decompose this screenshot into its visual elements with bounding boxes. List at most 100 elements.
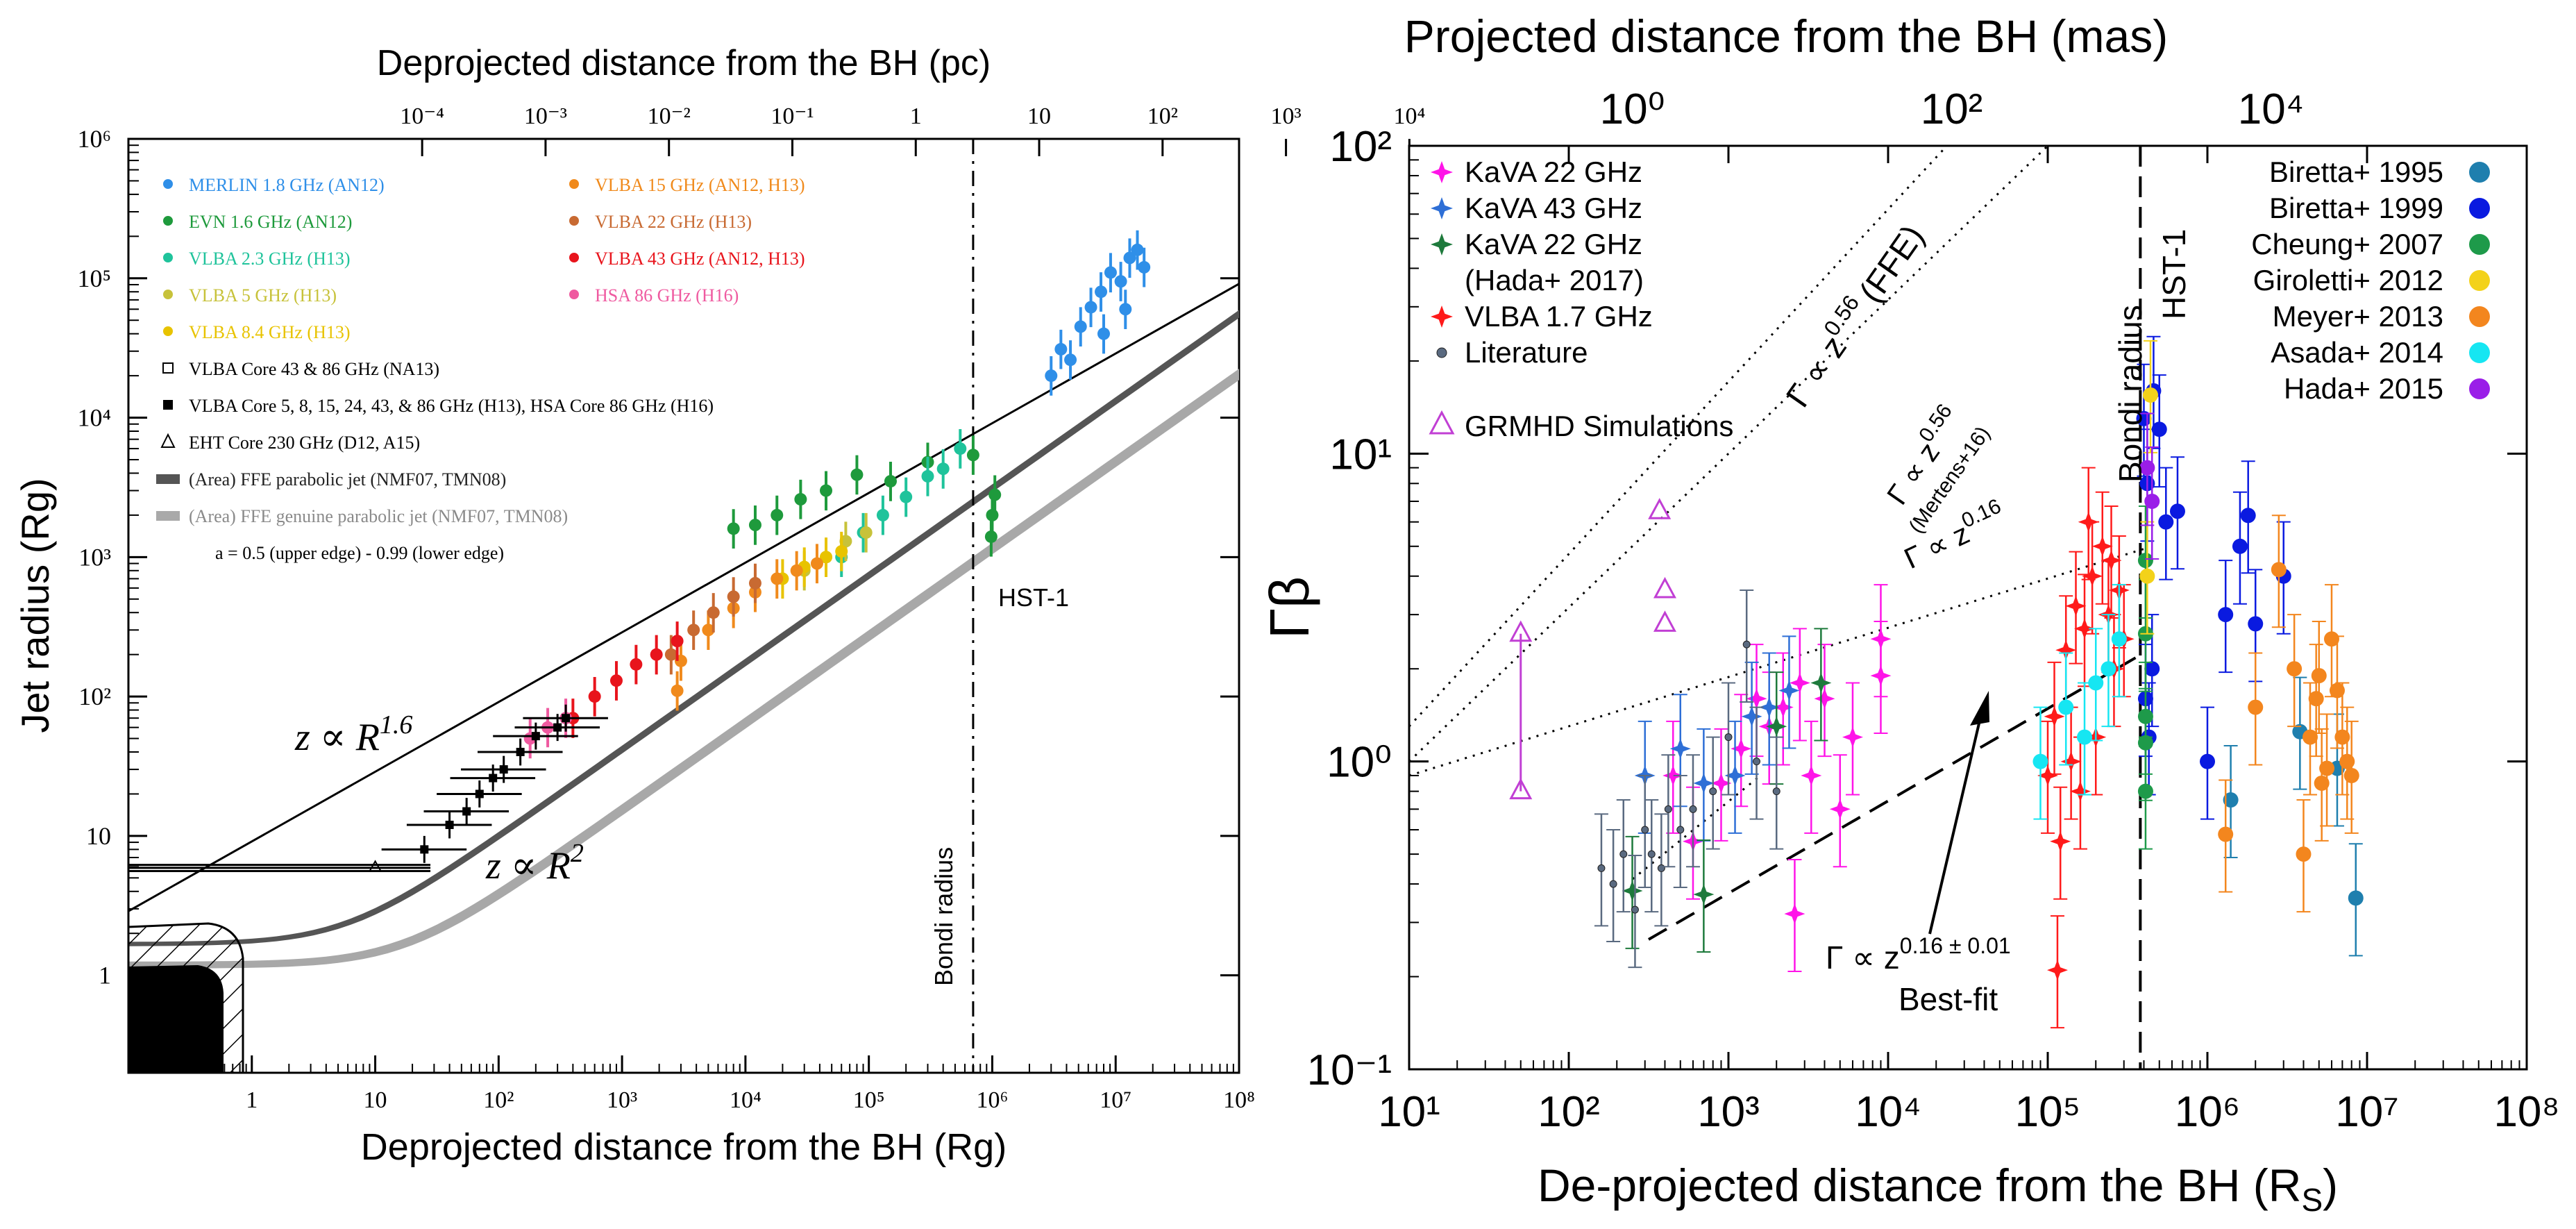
legend-label: Hada+ 2015 (2284, 372, 2443, 405)
star-point (2060, 751, 2082, 772)
right-x-tick-label: 10⁸ (2493, 1088, 2559, 1136)
annotation-hst1-right: HST-1 (2156, 229, 2192, 319)
literature-point (1709, 787, 1717, 796)
left-x-tick-label: 10 (364, 1087, 387, 1113)
data-point (664, 648, 677, 661)
literature-point (1647, 850, 1656, 858)
core-point (499, 765, 508, 774)
star-point (2074, 618, 2095, 639)
legend-label: VLBA 8.4 GHz (H13) (189, 322, 351, 342)
legend-label: KaVA 22 GHz (1465, 228, 1642, 260)
core-point (420, 845, 429, 854)
core-point (445, 820, 454, 829)
legend-label: (Area) FFE genuine parabolic jet (NMF07,… (189, 506, 568, 526)
data-point (850, 468, 864, 481)
data-point (1064, 353, 1077, 367)
star-point (2082, 565, 2103, 587)
right-x-tick-label: 10⁶ (2175, 1088, 2240, 1136)
data-point (702, 624, 715, 637)
data-point (2137, 553, 2153, 569)
data-point (707, 606, 720, 619)
left-y-tick-label: 10⁴ (77, 404, 111, 432)
legend-label: Cheung+ 2007 (2251, 228, 2443, 260)
data-point (1138, 260, 1151, 274)
legend-label: GRMHD Simulations (1465, 410, 1733, 442)
star-point (1662, 765, 1684, 786)
left-y-tick-label: 1 (99, 962, 111, 989)
data-point (1095, 285, 1108, 299)
star-point (1693, 884, 1715, 905)
star-point (1810, 672, 1832, 694)
annotation-bondi-radius-right: Bondi radius (2112, 305, 2148, 483)
left-x-tick-label: 1 (246, 1087, 258, 1113)
legend-marker-dot (569, 216, 579, 226)
data-point (1084, 301, 1097, 314)
legend-label: VLBA 2.3 GHz (H13) (189, 249, 351, 269)
best-fit-arrow (1928, 702, 1985, 935)
left-x-tick-label: 10⁸ (1223, 1087, 1255, 1113)
left-x-tick-label: 10⁵ (853, 1087, 885, 1113)
left-x-tick-label: 10³ (607, 1087, 637, 1113)
star-point (2044, 705, 2065, 727)
star-point (1724, 765, 1746, 786)
data-point (727, 522, 740, 535)
right-y-tick-label: 10¹ (1329, 430, 1392, 478)
annotation-z-r2: z ∝ R2 (485, 839, 584, 887)
star-point (1784, 903, 1805, 925)
star-point (1842, 726, 1863, 748)
star-point (2065, 595, 2087, 617)
legend-label: VLBA 1.7 GHz (1465, 300, 1653, 333)
right-top-tick-label: 10⁴ (2238, 85, 2305, 133)
grmhd-point (1648, 498, 1672, 519)
legend-label: Biretta+ 1999 (2269, 192, 2443, 224)
data-point (1074, 320, 1087, 333)
left-x-tick-label: 10⁷ (1100, 1087, 1131, 1113)
data-point (687, 624, 700, 637)
right-y-tick-label: 10² (1329, 123, 1392, 171)
left-chart: 1 10 10² 10³ 10⁴ 10⁵ 10⁶ 10⁷ 10⁸ 10⁻⁴ 10⁻³ 10⁻² 10⁻¹… (13, 43, 1425, 1168)
data-point (835, 545, 848, 558)
legend-label: Biretta+ 1995 (2269, 156, 2443, 188)
data-point (2329, 683, 2345, 699)
data-point (966, 449, 979, 462)
data-point (900, 490, 913, 503)
left-plot-frame (127, 137, 1240, 1074)
right-x-tick-label: 10² (1538, 1088, 1600, 1136)
annotation-best-fit-formula: Γ ∝ z0.16 ± 0.01 (1826, 933, 2011, 976)
star-point (1766, 716, 1787, 737)
left-y-tick-label: 10² (78, 683, 111, 710)
legend-label: Asada+ 2014 (2271, 336, 2443, 369)
data-point (2077, 729, 2093, 745)
data-point (1097, 327, 1110, 340)
legend-label: VLBA 5 GHz (H13) (189, 285, 337, 306)
core-point (553, 723, 562, 732)
star-point (1801, 765, 1822, 786)
data-point (2144, 661, 2160, 677)
left-top-axis-title: Deprojected distance from the BH (pc) (377, 43, 991, 83)
right-plot-frame (1408, 144, 2528, 1071)
data-point (936, 462, 950, 476)
right-top-axis-title: Projected distance from the BH (mas) (1404, 10, 2168, 62)
right-y-tick-label: 10⁻¹ (1307, 1046, 1392, 1094)
data-point (609, 674, 623, 687)
star-point (1710, 773, 1732, 794)
gamma-016-model-line (1409, 548, 2144, 777)
data-point (771, 572, 784, 585)
literature-point (1619, 850, 1628, 858)
legend-marker-star (1431, 233, 1453, 256)
star-point (1731, 738, 1752, 760)
data-point (2271, 562, 2287, 578)
data-point (1119, 303, 1132, 316)
star-point (1814, 688, 1835, 710)
black-hole-region (128, 965, 224, 1073)
data-point (810, 557, 823, 570)
right-y-axis-title: Γβ (1258, 576, 1320, 639)
data-point (2139, 460, 2155, 476)
legend-marker-square (163, 400, 173, 410)
legend-label: KaVA 22 GHz (1465, 156, 1642, 188)
data-point (1054, 342, 1068, 356)
legend-marker-band (156, 511, 180, 521)
data-point (921, 469, 934, 483)
star-point (1669, 738, 1691, 760)
star-point (2050, 830, 2071, 852)
